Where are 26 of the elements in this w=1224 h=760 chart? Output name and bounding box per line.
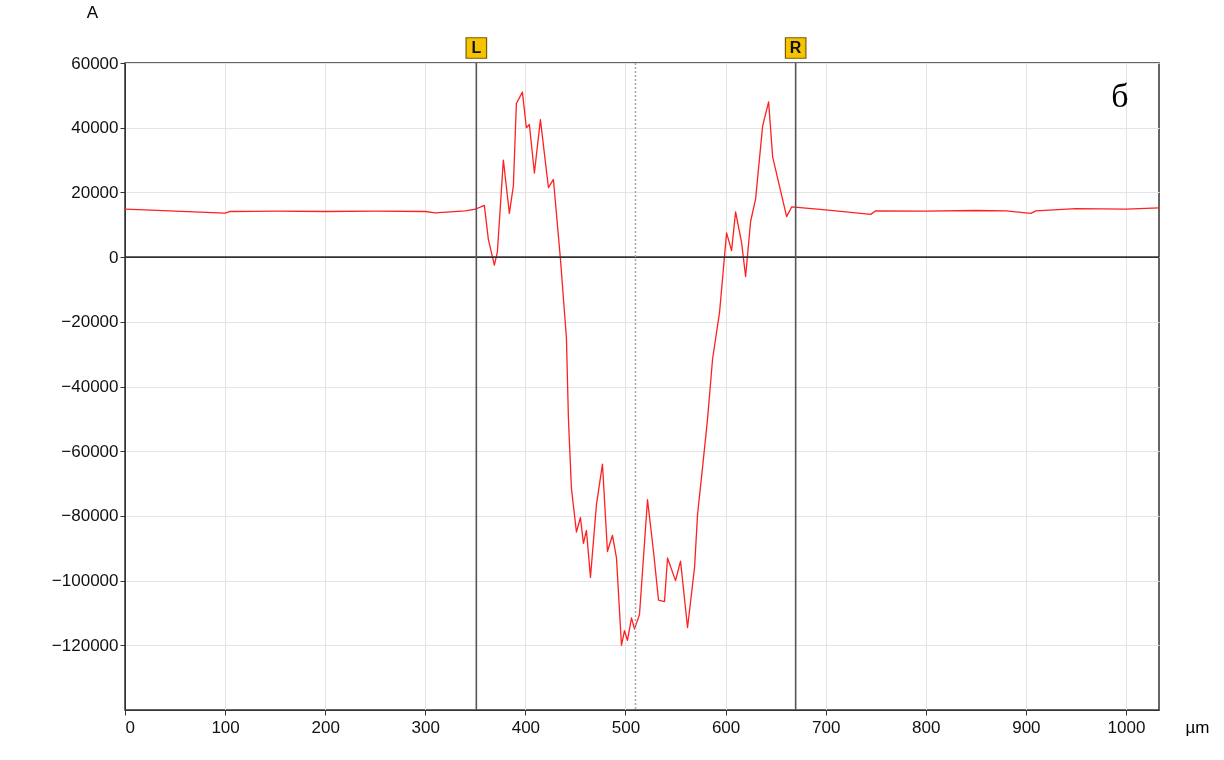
annotation: б: [1111, 77, 1129, 114]
x-tick-label: 900: [1012, 717, 1041, 737]
y-tick-label: −40000: [61, 377, 119, 396]
y-tick-label: −120000: [51, 635, 119, 655]
x-tick-label: 200: [311, 717, 340, 737]
ref-line-label: R: [789, 39, 802, 56]
x-axis-title: µm: [1185, 717, 1210, 737]
x-tick-label: 600: [711, 717, 741, 737]
y-tick-label: −20000: [61, 312, 119, 332]
x-tick-label: 100: [211, 717, 240, 737]
x-tick-label: 400: [511, 717, 541, 737]
y-tick-label: −60000: [61, 441, 119, 461]
y-tick-label: 20000: [71, 182, 119, 202]
y-tick-label: −80000: [61, 506, 119, 526]
x-tick-label: 0: [125, 717, 135, 737]
x-tick-label: 800: [912, 717, 941, 737]
y-axis-title: A: [86, 2, 99, 22]
x-tick-label: 300: [411, 717, 440, 737]
y-tick-label: −100000: [51, 571, 119, 591]
y-tick-label: 0: [109, 247, 119, 267]
ref-line-label: L: [471, 39, 482, 56]
y-tick-label: 40000: [71, 118, 119, 138]
x-tick-label: 1000: [1107, 717, 1146, 737]
x-tick-label: 700: [811, 717, 841, 737]
x-tick-label: 500: [611, 717, 641, 737]
y-tick-label: 60000: [71, 53, 119, 73]
